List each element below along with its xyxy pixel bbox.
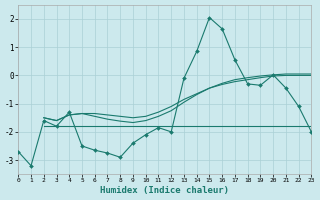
X-axis label: Humidex (Indice chaleur): Humidex (Indice chaleur) bbox=[100, 186, 229, 195]
